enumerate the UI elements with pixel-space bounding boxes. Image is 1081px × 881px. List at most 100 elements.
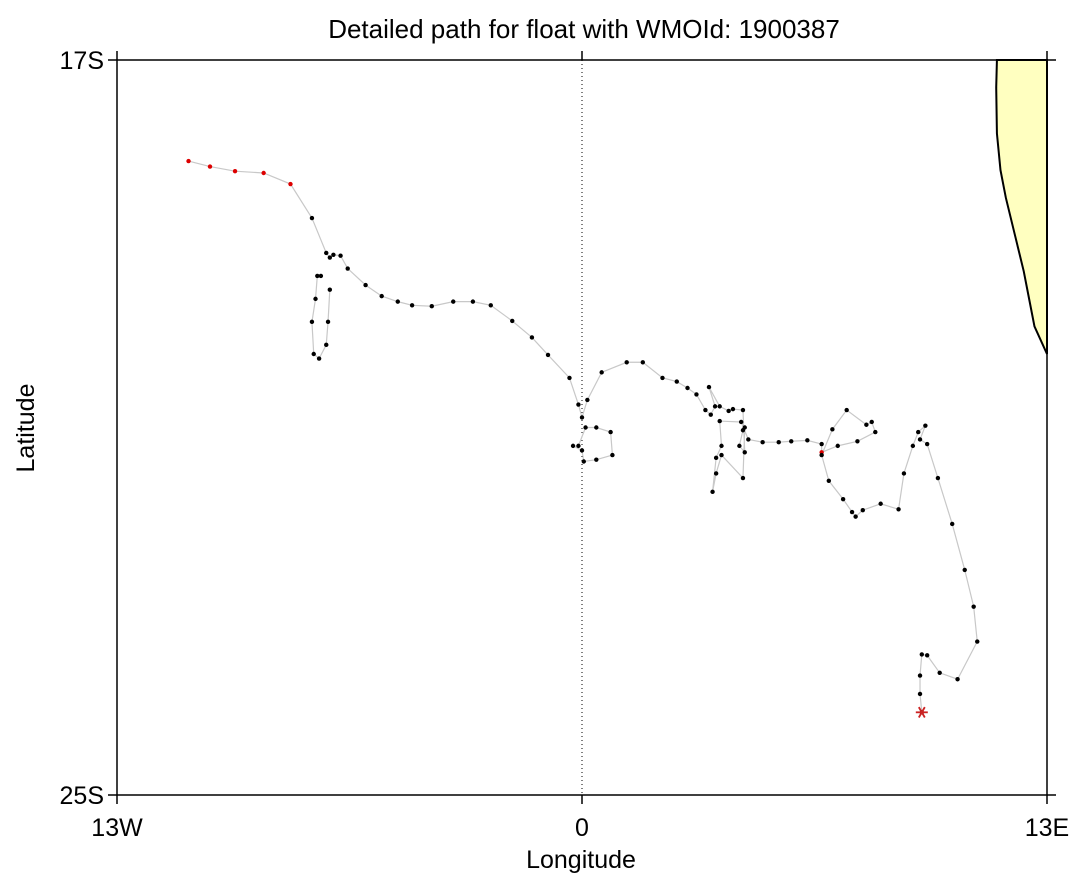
profile-point <box>409 303 415 308</box>
land-layer <box>995 59 1048 355</box>
profile-point <box>313 296 318 302</box>
profile-point <box>710 489 715 495</box>
profile-point <box>830 427 835 432</box>
profile-point <box>740 475 746 481</box>
profile-point <box>873 429 878 435</box>
float-track-line <box>188 160 978 713</box>
tick-layer: 13W 0 13E 17S 25S <box>60 47 1070 842</box>
profile-point <box>740 407 746 413</box>
profile-point <box>567 375 572 381</box>
profile-point <box>708 412 713 417</box>
highlight-profile-point <box>186 158 191 164</box>
profile-point <box>924 441 930 447</box>
profile-point <box>713 455 719 461</box>
profile-point <box>742 450 747 455</box>
profile-point <box>712 404 718 409</box>
profile-point <box>855 439 860 444</box>
profile-point <box>579 448 585 453</box>
profile-point <box>451 299 456 304</box>
profile-point <box>917 691 923 697</box>
profile-point <box>345 266 350 271</box>
land-polygon <box>995 59 1048 355</box>
x-tick-label: 13W <box>91 814 143 842</box>
profile-point <box>583 425 588 430</box>
profile-point <box>395 299 400 304</box>
profile-point <box>835 443 840 449</box>
profile-point <box>962 567 967 573</box>
profile-point <box>719 452 724 458</box>
profile-point <box>576 443 581 449</box>
profile-point <box>576 402 581 407</box>
profile-point <box>971 604 976 609</box>
profile-point <box>819 452 824 458</box>
profile-point <box>737 443 742 449</box>
profile-point <box>955 677 960 682</box>
profile-point <box>315 273 320 279</box>
profile-point <box>935 475 941 481</box>
profile-point <box>694 392 699 397</box>
profile-point <box>849 509 855 515</box>
profile-point <box>470 299 476 304</box>
path-layer <box>188 160 978 713</box>
chart-title: Detailed path for float with WMOId: 1900… <box>328 14 840 44</box>
profile-point <box>860 507 865 513</box>
profile-point <box>640 360 646 365</box>
profile-point <box>309 215 315 221</box>
profile-point <box>570 443 576 449</box>
profile-point <box>363 282 368 288</box>
profile-point <box>674 379 679 384</box>
profile-point <box>599 370 604 375</box>
highlight-profile-point <box>288 181 293 187</box>
profile-point <box>713 471 719 476</box>
profile-point <box>840 496 846 502</box>
profile-point <box>316 356 322 361</box>
profile-point <box>529 335 535 340</box>
profile-point <box>819 441 824 447</box>
profile-point <box>917 673 923 678</box>
y-axis-label: Latitude <box>12 384 40 473</box>
profile-point <box>624 360 629 365</box>
profile-point <box>805 438 810 443</box>
profile-point <box>429 304 434 309</box>
start-asterisk-marker <box>915 706 928 718</box>
profile-point <box>916 429 921 435</box>
highlight-profile-point <box>261 170 266 176</box>
profile-point <box>594 457 599 462</box>
profile-point <box>379 293 384 299</box>
profile-point <box>545 352 551 358</box>
profile-point <box>717 404 722 409</box>
point-layer <box>186 158 980 715</box>
profile-point <box>311 351 316 357</box>
profile-point <box>789 439 794 444</box>
profile-point <box>776 440 781 445</box>
profile-point <box>324 342 329 348</box>
profile-point <box>878 501 883 506</box>
profile-point <box>510 318 515 324</box>
highlight-profile-point <box>207 164 213 169</box>
profile-point <box>937 670 942 676</box>
profile-point <box>579 415 585 420</box>
marker-layer <box>915 706 928 718</box>
profile-point <box>327 287 333 292</box>
profile-point <box>338 253 343 258</box>
x-axis-label: Longitude <box>526 846 636 874</box>
profile-point <box>719 443 724 449</box>
profile-point <box>585 397 590 403</box>
profile-point <box>685 385 690 391</box>
profile-point <box>309 319 315 325</box>
profile-point <box>919 652 925 657</box>
profile-point <box>864 422 869 427</box>
profile-point <box>608 429 613 435</box>
profile-point <box>924 653 930 658</box>
profile-point <box>896 507 901 512</box>
y-tick-label: 25S <box>60 782 104 810</box>
profile-point <box>844 407 849 413</box>
profile-point <box>853 514 858 519</box>
y-tick-label: 17S <box>60 47 104 75</box>
asterisk-stroke <box>918 706 926 718</box>
profile-point <box>581 459 586 464</box>
profile-point <box>324 250 329 256</box>
profile-point <box>910 443 916 449</box>
profile-point <box>318 273 324 279</box>
